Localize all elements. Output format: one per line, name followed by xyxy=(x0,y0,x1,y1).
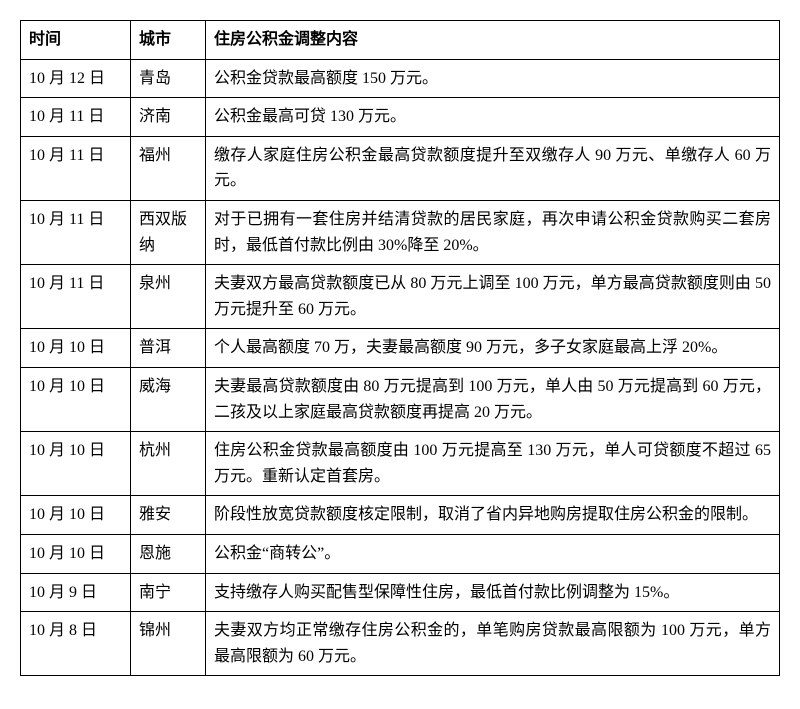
table-row: 10 月 11 日 福州 缴存人家庭住房公积金最高贷款额度提升至双缴存人 90 … xyxy=(21,136,780,200)
table-row: 10 月 10 日 杭州 住房公积金贷款最高额度由 100 万元提高至 130 … xyxy=(21,432,780,496)
cell-date: 10 月 10 日 xyxy=(21,329,131,368)
cell-date: 10 月 11 日 xyxy=(21,98,131,137)
cell-city: 恩施 xyxy=(131,534,206,573)
cell-city: 福州 xyxy=(131,136,206,200)
cell-city: 雅安 xyxy=(131,496,206,535)
header-content: 住房公积金调整内容 xyxy=(206,21,780,60)
table-row: 10 月 11 日 济南 公积金最高可贷 130 万元。 xyxy=(21,98,780,137)
cell-date: 10 月 8 日 xyxy=(21,612,131,676)
cell-content: 住房公积金贷款最高额度由 100 万元提高至 130 万元，单人可贷额度不超过 … xyxy=(206,432,780,496)
cell-date: 10 月 11 日 xyxy=(21,200,131,264)
cell-date: 10 月 10 日 xyxy=(21,534,131,573)
table-row: 10 月 8 日 锦州 夫妻双方均正常缴存住房公积金的，单笔购房贷款最高限额为 … xyxy=(21,612,780,676)
table-body: 10 月 12 日 青岛 公积金贷款最高额度 150 万元。 10 月 11 日… xyxy=(21,59,780,676)
cell-city: 杭州 xyxy=(131,432,206,496)
policy-table: 时间 城市 住房公积金调整内容 10 月 12 日 青岛 公积金贷款最高额度 1… xyxy=(20,20,780,676)
cell-city: 泉州 xyxy=(131,265,206,329)
cell-city: 济南 xyxy=(131,98,206,137)
cell-content: 个人最高额度 70 万，夫妻最高额度 90 万元，多子女家庭最高上浮 20%。 xyxy=(206,329,780,368)
cell-city: 威海 xyxy=(131,367,206,431)
cell-content: 公积金贷款最高额度 150 万元。 xyxy=(206,59,780,98)
cell-content: 夫妻双方最高贷款额度已从 80 万元上调至 100 万元，单方最高贷款额度则由 … xyxy=(206,265,780,329)
table-row: 10 月 12 日 青岛 公积金贷款最高额度 150 万元。 xyxy=(21,59,780,98)
table-row: 10 月 9 日 南宁 支持缴存人购买配售型保障性住房，最低首付款比例调整为 1… xyxy=(21,573,780,612)
table-row: 10 月 11 日 泉州 夫妻双方最高贷款额度已从 80 万元上调至 100 万… xyxy=(21,265,780,329)
cell-date: 10 月 11 日 xyxy=(21,265,131,329)
header-city: 城市 xyxy=(131,21,206,60)
table-row: 10 月 10 日 威海 夫妻最高贷款额度由 80 万元提高到 100 万元，单… xyxy=(21,367,780,431)
cell-city: 普洱 xyxy=(131,329,206,368)
cell-content: 公积金最高可贷 130 万元。 xyxy=(206,98,780,137)
cell-city: 南宁 xyxy=(131,573,206,612)
cell-date: 10 月 10 日 xyxy=(21,432,131,496)
cell-content: 缴存人家庭住房公积金最高贷款额度提升至双缴存人 90 万元、单缴存人 60 万元… xyxy=(206,136,780,200)
cell-date: 10 月 12 日 xyxy=(21,59,131,98)
cell-content: 夫妻双方均正常缴存住房公积金的，单笔购房贷款最高限额为 100 万元，单方最高限… xyxy=(206,612,780,676)
cell-content: 夫妻最高贷款额度由 80 万元提高到 100 万元，单人由 50 万元提高到 6… xyxy=(206,367,780,431)
cell-content: 支持缴存人购买配售型保障性住房，最低首付款比例调整为 15%。 xyxy=(206,573,780,612)
cell-date: 10 月 10 日 xyxy=(21,367,131,431)
cell-city: 青岛 xyxy=(131,59,206,98)
cell-content: 阶段性放宽贷款额度核定限制，取消了省内异地购房提取住房公积金的限制。 xyxy=(206,496,780,535)
cell-date: 10 月 9 日 xyxy=(21,573,131,612)
cell-content: 对于已拥有一套住房并结清贷款的居民家庭，再次申请公积金贷款购买二套房时，最低首付… xyxy=(206,200,780,264)
table-row: 10 月 10 日 普洱 个人最高额度 70 万，夫妻最高额度 90 万元，多子… xyxy=(21,329,780,368)
table-header-row: 时间 城市 住房公积金调整内容 xyxy=(21,21,780,60)
cell-date: 10 月 11 日 xyxy=(21,136,131,200)
cell-city: 锦州 xyxy=(131,612,206,676)
cell-content: 公积金“商转公”。 xyxy=(206,534,780,573)
header-date: 时间 xyxy=(21,21,131,60)
cell-city: 西双版纳 xyxy=(131,200,206,264)
table-row: 10 月 11 日 西双版纳 对于已拥有一套住房并结清贷款的居民家庭，再次申请公… xyxy=(21,200,780,264)
cell-date: 10 月 10 日 xyxy=(21,496,131,535)
table-row: 10 月 10 日 雅安 阶段性放宽贷款额度核定限制，取消了省内异地购房提取住房… xyxy=(21,496,780,535)
table-row: 10 月 10 日 恩施 公积金“商转公”。 xyxy=(21,534,780,573)
